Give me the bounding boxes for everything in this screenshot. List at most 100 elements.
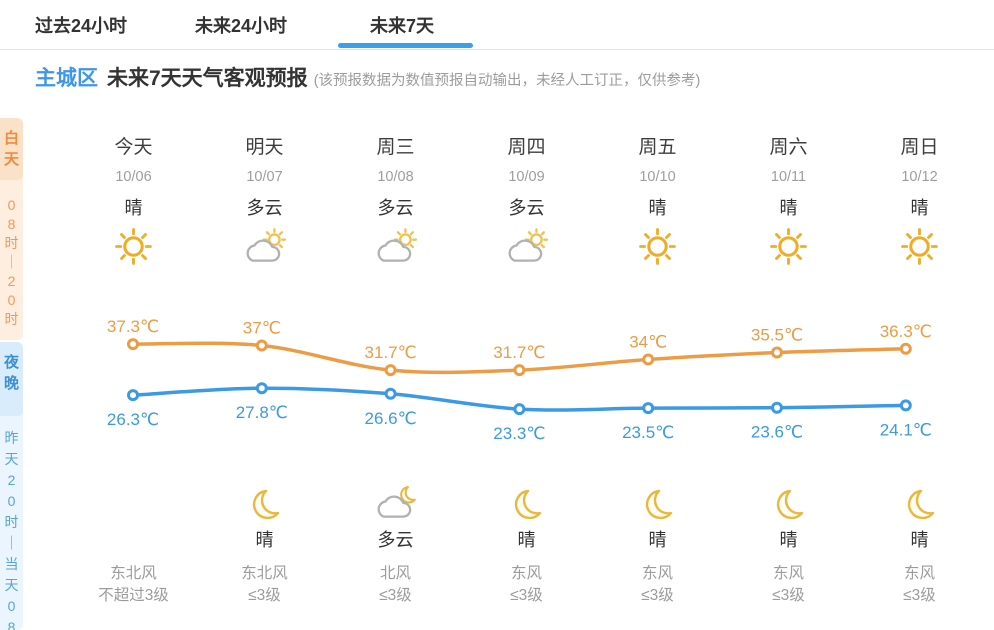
moon-icon <box>248 486 282 525</box>
wind-direction: 东风 <box>510 565 542 582</box>
low-temp-label: 27.8℃ <box>236 403 288 422</box>
wind-info: 东风 ≤3级 <box>723 563 854 607</box>
forecast-day-column: 明天 10/07 多云 <box>199 132 330 272</box>
wind-info: 东风 ≤3级 <box>592 563 723 607</box>
wind-direction: 东风 <box>772 565 804 582</box>
wind-level: ≤3级 <box>248 587 281 604</box>
high-temp-point <box>127 338 139 351</box>
sun-icon <box>637 226 678 272</box>
high-temp-label: 34℃ <box>629 332 667 351</box>
low-temp-label: 26.6℃ <box>365 409 417 428</box>
day-name: 周四 <box>507 137 546 158</box>
moon-icon <box>510 486 544 525</box>
low-temp-label: 23.6℃ <box>751 423 803 442</box>
low-temp-point <box>513 403 526 416</box>
wind-direction: 东北风 <box>241 565 288 582</box>
low-temp-point <box>899 399 912 412</box>
forecast-night-column: 晴 东北风 ≤3级 <box>199 482 330 607</box>
low-temp-point <box>384 387 397 400</box>
forecast-night-column: 晴 东风 ≤3级 <box>723 482 854 607</box>
forecast-night-column: 晴 东风 ≤3级 <box>592 482 723 607</box>
nighttime-label: 夜 晚 <box>3 354 19 392</box>
forecast-night-column: 多云 北风 ≤3级 <box>330 482 461 607</box>
forecast-day-column: 今天 10/06 晴 <box>68 132 199 272</box>
night-condition: 晴 <box>648 530 667 550</box>
low-temp-point <box>642 402 655 415</box>
forecast-day-column: 周六 10/11 晴 <box>723 132 854 272</box>
wind-level: ≤3级 <box>510 587 543 604</box>
daytime-label: 白 天 <box>3 130 19 168</box>
day-date: 10/07 <box>246 169 283 185</box>
sun-icon <box>768 226 809 272</box>
daytime-hours: 0 8 时 ｜ 2 0 时 <box>4 197 19 327</box>
high-temp-label: 31.7℃ <box>365 343 417 362</box>
high-temp-label: 35.5℃ <box>751 325 803 344</box>
tab-next-24h[interactable]: 未来24小时 <box>195 16 288 36</box>
forecast-disclaimer: (该预报数据为数值预报自动输出，未经人工订正，仅供参考) <box>313 73 701 89</box>
high-temp-label: 36.3℃ <box>880 322 932 341</box>
daytime-legend: 白 天 0 8 时 ｜ 2 0 时 <box>0 118 23 340</box>
day-condition: 多云 <box>377 198 414 218</box>
low-temp-point <box>771 401 783 414</box>
low-temp-label: 24.1℃ <box>880 420 932 439</box>
region-label: 主城区 <box>35 67 98 90</box>
high-temp-point <box>255 339 268 352</box>
day-name: 周三 <box>376 137 415 158</box>
night-condition: 晴 <box>255 530 274 550</box>
night-condition <box>68 528 199 554</box>
night-condition: 多云 <box>377 530 414 550</box>
wind-direction: 东风 <box>903 565 935 582</box>
cloud-moon-icon <box>373 483 419 528</box>
low-temp-point <box>255 382 268 395</box>
forecast-day-column: 周五 10/10 晴 <box>592 132 723 272</box>
nighttime-hours: 昨 天 2 0 时 ｜ 当 天 0 8 时 <box>4 430 19 630</box>
forecast-day-column: 周日 10/12 晴 <box>854 132 985 272</box>
day-name: 周日 <box>900 137 939 158</box>
cloud-sun-icon <box>373 227 419 272</box>
cloud-sun-icon <box>242 227 288 272</box>
wind-info: 北风 ≤3级 <box>330 563 461 607</box>
tab-past-24h[interactable]: 过去24小时 <box>35 16 128 36</box>
wind-level: ≤3级 <box>641 587 674 604</box>
temperature-chart: 37.3℃ 37℃ 31.7℃ 31.7℃ 34℃ 35.5℃ 36.3℃ 26.3℃ 27.8… <box>107 317 932 443</box>
day-name: 周五 <box>638 137 677 158</box>
high-temp-point <box>513 364 526 377</box>
night-condition: 晴 <box>779 530 798 550</box>
nighttime-legend: 夜 晚 昨 天 2 0 时 ｜ 当 天 0 8 时 <box>0 342 23 630</box>
low-temp-label: 26.3℃ <box>107 410 159 429</box>
day-date: 10/06 <box>115 169 152 185</box>
high-temp-point <box>384 364 397 377</box>
high-temp-label: 37.3℃ <box>107 317 159 336</box>
low-temp-point <box>127 389 139 402</box>
wind-info: 东北风 不超过3级 <box>68 563 199 607</box>
wind-level: ≤3级 <box>772 587 805 604</box>
high-temp-point <box>771 346 783 359</box>
forecast-night-column: 东北风 不超过3级 <box>68 482 199 607</box>
page-title: 未来7天天气客观预报 <box>107 67 308 90</box>
day-date: 10/09 <box>508 169 545 185</box>
sun-icon <box>113 226 154 272</box>
day-date: 10/10 <box>639 169 676 185</box>
day-date: 10/11 <box>770 169 807 185</box>
page-header: 主城区 未来7天天气客观预报 (该预报数据为数值预报自动输出，未经人工订正，仅供… <box>35 62 700 92</box>
tab-next-7days[interactable]: 未来7天 <box>370 16 435 36</box>
day-condition: 晴 <box>779 198 798 218</box>
low-temp-label: 23.5℃ <box>622 423 674 442</box>
moon-icon <box>903 486 937 525</box>
wind-direction: 北风 <box>379 565 411 582</box>
forecast-night-column: 晴 东风 ≤3级 <box>854 482 985 607</box>
high-temp-point <box>899 342 912 355</box>
moon-icon <box>772 486 806 525</box>
night-condition: 晴 <box>517 530 536 550</box>
high-temp-label: 31.7℃ <box>493 343 545 362</box>
low-temp-label: 23.3℃ <box>493 424 545 443</box>
sun-icon <box>899 226 940 272</box>
forecast-day-column: 周三 10/08 多云 <box>330 132 461 272</box>
daytime-label-box: 白 天 <box>0 118 23 180</box>
wind-direction: 东风 <box>641 565 673 582</box>
wind-level: 不超过3级 <box>98 587 169 604</box>
day-condition: 多云 <box>508 198 545 218</box>
day-date: 10/12 <box>901 169 938 185</box>
high-temp-point <box>642 353 655 366</box>
